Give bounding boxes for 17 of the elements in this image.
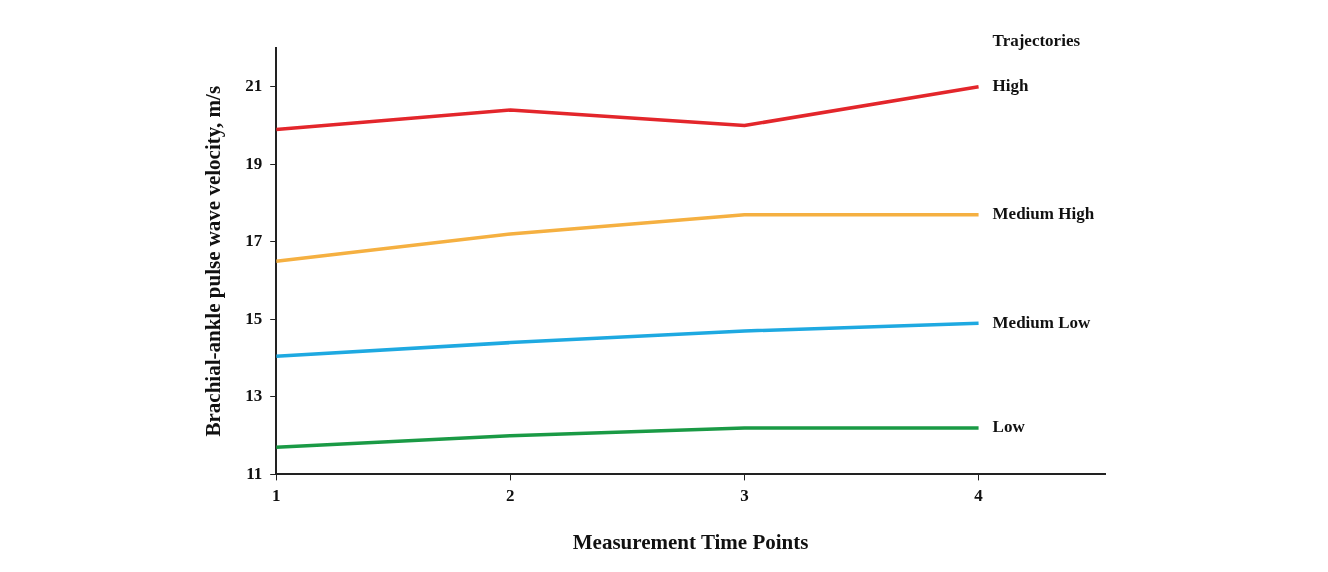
- series-label: Medium High: [992, 204, 1095, 224]
- y-tick-label: 15: [245, 308, 263, 328]
- y-tick-label: 17: [245, 231, 263, 251]
- series-label: Medium Low: [992, 312, 1092, 332]
- series-label: Low: [992, 417, 1026, 437]
- y-axis-title: Brachial-ankle pulse wave velocity, m/s: [201, 85, 226, 437]
- y-tick-label: 13: [245, 386, 263, 406]
- x-tick-label: 3: [740, 485, 749, 505]
- x-tick-label: 4: [974, 485, 984, 505]
- x-tick-label: 2: [506, 485, 515, 505]
- y-tick-label: 11: [246, 463, 263, 483]
- x-axis-title: Measurement Time Points: [572, 529, 809, 554]
- y-tick-label: 21: [245, 76, 263, 96]
- y-tick-label: 19: [245, 153, 263, 173]
- x-tick-label: 1: [271, 485, 281, 505]
- legend-title: Trajectories: [992, 31, 1081, 51]
- series-label: High: [992, 76, 1030, 96]
